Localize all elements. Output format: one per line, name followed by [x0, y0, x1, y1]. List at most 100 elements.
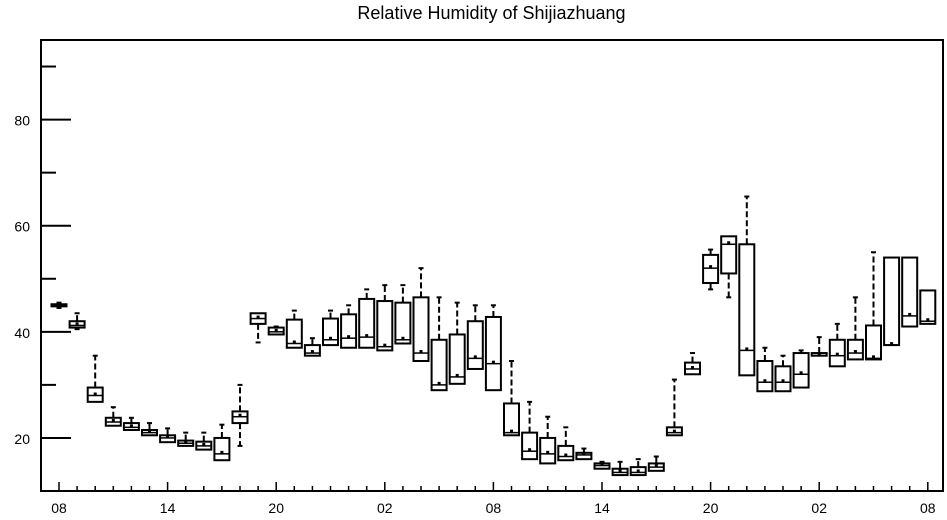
iqr-box [901, 256, 919, 328]
box-7 [177, 431, 195, 447]
box-15 [322, 309, 339, 347]
box-12 [267, 325, 285, 336]
iqr-box [448, 333, 466, 385]
box-45 [865, 251, 882, 361]
median-marker [636, 469, 640, 473]
median-marker [835, 352, 839, 356]
median-marker [872, 355, 875, 359]
median-marker [582, 451, 586, 455]
iqr-box [340, 313, 358, 349]
box-17 [358, 288, 376, 349]
median-marker [292, 340, 296, 344]
box-24 [484, 304, 502, 392]
median-marker [419, 350, 423, 354]
iqr-box [430, 338, 448, 392]
iqr-box [738, 243, 756, 377]
iqr-box [503, 402, 520, 437]
box-38 [738, 195, 756, 377]
median-marker [781, 379, 785, 383]
median-marker [491, 360, 495, 364]
box-18 [376, 284, 394, 352]
median-marker [111, 419, 115, 423]
iqr-box [322, 317, 339, 347]
box-29 [575, 447, 593, 461]
median-marker [672, 429, 676, 433]
box-16 [340, 304, 358, 349]
chart-title: Relative Humidity of Shijiazhuang [357, 3, 626, 23]
x-tick-label: 02 [377, 500, 393, 516]
median-marker [365, 334, 369, 338]
box-35 [684, 352, 701, 376]
median-marker [528, 448, 532, 452]
iqr-box [720, 235, 738, 275]
median-marker [618, 469, 622, 473]
box-25 [503, 360, 520, 437]
iqr-box [466, 320, 484, 370]
median-marker [75, 322, 79, 326]
median-marker [473, 355, 477, 359]
y-tick-label: 40 [14, 325, 30, 341]
iqr-box [285, 318, 303, 349]
iqr-box [376, 300, 394, 352]
iqr-box [539, 436, 557, 465]
box-0 [50, 301, 68, 309]
y-axis: 20 40 60 80 [14, 65, 71, 447]
x-tick-label: 14 [160, 500, 176, 516]
x-tick-label: 08 [486, 500, 502, 516]
median-marker [57, 302, 61, 306]
box-32 [629, 458, 647, 477]
median-marker [890, 342, 894, 346]
box-3 [104, 406, 122, 427]
box-14 [303, 337, 321, 357]
y-tick-label: 60 [14, 219, 30, 235]
box-46 [883, 256, 901, 347]
iqr-box [521, 431, 539, 461]
box-43 [828, 322, 846, 368]
median-marker [691, 365, 694, 369]
box-1 [68, 312, 86, 331]
median-marker [709, 265, 713, 269]
box-30 [593, 460, 611, 470]
iqr-box [865, 324, 882, 361]
median-marker [564, 453, 568, 457]
median-marker [202, 442, 206, 446]
x-tick-label: 20 [268, 500, 284, 516]
box-8 [195, 431, 213, 451]
box-9 [213, 423, 231, 462]
iqr-box [919, 289, 937, 325]
box-37 [720, 235, 738, 299]
plot-area-frame [40, 39, 944, 492]
x-tick-label: 14 [594, 500, 610, 516]
median-marker [455, 373, 459, 377]
median-marker [510, 429, 513, 433]
median-marker [437, 381, 441, 385]
iqr-box [792, 352, 810, 389]
iqr-box [774, 365, 792, 393]
box-5 [141, 422, 158, 437]
x-tick-label: 08 [51, 500, 67, 516]
median-marker [93, 392, 97, 396]
box-4 [122, 416, 140, 431]
box-34 [665, 378, 683, 437]
box-20 [412, 267, 430, 363]
x-tick-label: 02 [811, 500, 827, 516]
median-marker [256, 315, 260, 319]
median-marker [383, 343, 387, 347]
box-10 [231, 383, 249, 447]
median-marker [347, 335, 351, 339]
box-11 [249, 312, 267, 344]
iqr-box [484, 315, 502, 392]
box-21 [430, 296, 448, 392]
median-marker [817, 352, 821, 356]
box-19 [394, 284, 412, 345]
box-48 [919, 289, 937, 325]
box-28 [557, 426, 575, 462]
y-tick-label: 20 [14, 431, 30, 447]
box-40 [774, 354, 792, 393]
box-22 [448, 301, 466, 385]
median-marker [727, 241, 731, 245]
median-marker [401, 336, 405, 340]
median-marker [329, 336, 332, 340]
iqr-box [846, 338, 864, 361]
